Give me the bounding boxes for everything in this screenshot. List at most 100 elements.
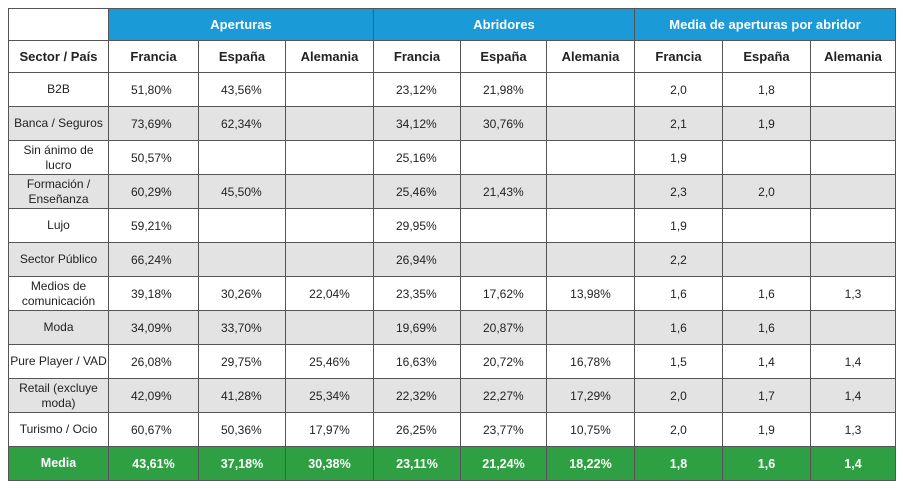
table-cell: 2,0 xyxy=(634,72,723,107)
row-sector-label: B2B xyxy=(8,72,109,107)
media-cell: 1,6 xyxy=(722,446,811,481)
table-cell: 29,75% xyxy=(198,344,286,379)
table-cell: 1,4 xyxy=(722,344,811,379)
table-cell: 1,6 xyxy=(634,310,723,345)
row-sector-label: Formación / Enseñanza xyxy=(8,174,109,209)
table-cell: 17,29% xyxy=(546,378,635,413)
stats-table: Aperturas Abridores Media de aperturas p… xyxy=(8,8,896,481)
table-cell: 22,04% xyxy=(285,276,374,311)
header-abridores-alemania: Alemania xyxy=(546,40,635,73)
table-cell: 17,97% xyxy=(285,412,374,447)
table-cell: 20,72% xyxy=(460,344,547,379)
media-cell: 23,11% xyxy=(373,446,461,481)
media-label: Media xyxy=(8,446,109,481)
table-cell xyxy=(810,140,896,175)
header-aperturas-alemania: Alemania xyxy=(285,40,374,73)
table-cell: 2,0 xyxy=(634,412,723,447)
table-row: Banca / Seguros 73,69% 62,34% 34,12% 30,76% 2… xyxy=(8,106,896,141)
table-cell: 60,67% xyxy=(108,412,199,447)
corner-cell xyxy=(8,8,109,41)
row-sector-label: Pure Player / VAD xyxy=(8,344,109,379)
table-cell: 22,32% xyxy=(373,378,461,413)
table-cell: 26,94% xyxy=(373,242,461,277)
table-cell: 10,75% xyxy=(546,412,635,447)
table-cell xyxy=(460,242,547,277)
table-cell: 1,3 xyxy=(810,412,896,447)
table-cell: 26,08% xyxy=(108,344,199,379)
table-cell xyxy=(810,242,896,277)
header-media-espana: España xyxy=(722,40,811,73)
row-sector-label: Lujo xyxy=(8,208,109,243)
table-cell xyxy=(810,174,896,209)
table-cell: 30,76% xyxy=(460,106,547,141)
table-cell: 2,0 xyxy=(634,378,723,413)
table-cell: 23,35% xyxy=(373,276,461,311)
table-cell xyxy=(285,72,374,107)
table-cell: 16,63% xyxy=(373,344,461,379)
table-cell: 62,34% xyxy=(198,106,286,141)
table-row: Lujo 59,21% 29,95% 1,9 xyxy=(8,208,896,243)
table-cell: 50,36% xyxy=(198,412,286,447)
table-cell: 30,26% xyxy=(198,276,286,311)
table-cell xyxy=(285,174,374,209)
table-cell xyxy=(546,106,635,141)
media-cell: 1,8 xyxy=(634,446,723,481)
table-cell: 20,87% xyxy=(460,310,547,345)
row-sector-label: Moda xyxy=(8,310,109,345)
group-media: Media de aperturas por abridor xyxy=(634,8,896,41)
table-cell xyxy=(546,174,635,209)
table-cell: 1,9 xyxy=(722,106,811,141)
table-cell: 25,16% xyxy=(373,140,461,175)
table-row: B2B 51,80% 43,56% 23,12% 21,98% 2,0 1,8 xyxy=(8,72,896,107)
row-sector-label: Retail (excluye moda) xyxy=(8,378,109,413)
table-cell: 34,12% xyxy=(373,106,461,141)
table-cell: 33,70% xyxy=(198,310,286,345)
table-cell xyxy=(285,208,374,243)
table-cell: 26,25% xyxy=(373,412,461,447)
table-cell: 19,69% xyxy=(373,310,461,345)
table-cell: 17,62% xyxy=(460,276,547,311)
table-cell: 1,4 xyxy=(810,344,896,379)
column-header-row: Sector / País Francia España Alemania Fr… xyxy=(8,40,896,73)
table-cell: 39,18% xyxy=(108,276,199,311)
table-row: Sin ánimo de lucro 50,57% 25,16% 1,9 xyxy=(8,140,896,175)
table-cell: 1,6 xyxy=(722,310,811,345)
table-body: B2B 51,80% 43,56% 23,12% 21,98% 2,0 1,8 Banca /… xyxy=(8,72,896,447)
media-cell: 1,4 xyxy=(810,446,896,481)
header-abridores-francia: Francia xyxy=(373,40,461,73)
table-cell xyxy=(810,310,896,345)
row-sector-label: Banca / Seguros xyxy=(8,106,109,141)
group-abridores: Abridores xyxy=(373,8,635,41)
table-cell: 2,0 xyxy=(722,174,811,209)
media-cell: 21,24% xyxy=(460,446,547,481)
table-cell xyxy=(285,106,374,141)
table-row: Moda 34,09% 33,70% 19,69% 20,87% 1,6 1,6 xyxy=(8,310,896,345)
group-aperturas: Aperturas xyxy=(108,8,374,41)
table-cell xyxy=(546,140,635,175)
media-cell: 37,18% xyxy=(198,446,286,481)
table-cell: 43,56% xyxy=(198,72,286,107)
table-cell: 21,43% xyxy=(460,174,547,209)
table-cell: 29,95% xyxy=(373,208,461,243)
table-cell: 59,21% xyxy=(108,208,199,243)
table-cell: 34,09% xyxy=(108,310,199,345)
table-cell xyxy=(722,242,811,277)
table-cell: 13,98% xyxy=(546,276,635,311)
table-cell xyxy=(722,208,811,243)
table-cell: 25,46% xyxy=(373,174,461,209)
media-cell: 43,61% xyxy=(108,446,199,481)
row-sector-label: Turismo / Ocio xyxy=(8,412,109,447)
table-cell: 1,4 xyxy=(810,378,896,413)
table-row: Medios de comunicación 39,18% 30,26% 22,04%… xyxy=(8,276,896,311)
header-aperturas-francia: Francia xyxy=(108,40,199,73)
table-cell xyxy=(460,208,547,243)
table-cell xyxy=(810,72,896,107)
table-cell xyxy=(460,140,547,175)
table-row: Sector Público 66,24% 26,94% 2,2 xyxy=(8,242,896,277)
table-cell: 60,29% xyxy=(108,174,199,209)
table-cell: 25,34% xyxy=(285,378,374,413)
table-cell xyxy=(810,106,896,141)
table-cell: 41,28% xyxy=(198,378,286,413)
header-abridores-espana: España xyxy=(460,40,547,73)
table-cell: 1,9 xyxy=(634,140,723,175)
